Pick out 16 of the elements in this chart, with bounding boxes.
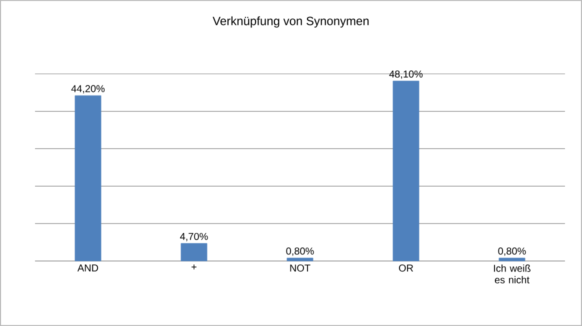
x-tick-label: OR [398,264,414,272]
x-tick-label: AND [77,264,98,272]
data-label: 48,10% [389,70,423,79]
data-label: 4,70% [180,232,208,242]
chart-title: Verknüpfung von Synonymen [212,16,369,28]
data-label: 0,80% [286,248,314,256]
data-label: 0,80% [498,248,526,256]
bar [286,258,314,262]
x-tick-label: + [192,264,196,270]
bar [392,80,420,262]
bar [180,243,208,262]
x-tick-label: NOT [290,264,310,272]
x-tick-label: Ich weiß es nicht [494,264,530,284]
data-label: 44,20% [71,85,105,94]
bar [498,258,526,262]
bar [74,95,102,262]
